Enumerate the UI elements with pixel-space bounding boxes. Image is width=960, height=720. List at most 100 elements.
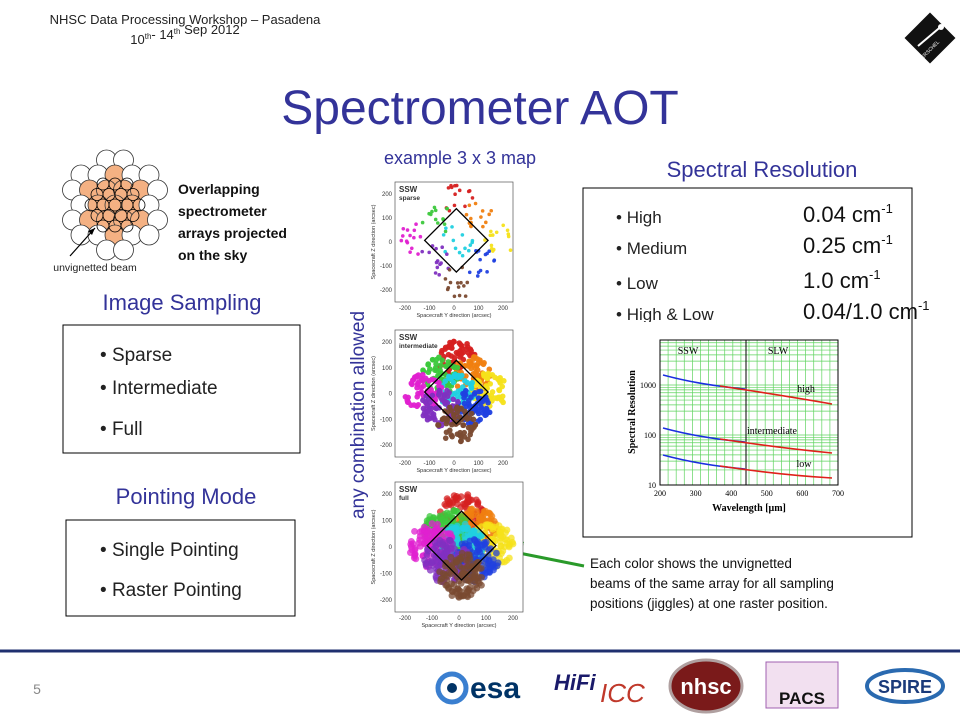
esa-swirl-core <box>447 683 457 693</box>
map-beam <box>424 416 431 423</box>
bullet-symbol: • <box>100 540 112 561</box>
esa-swirl <box>435 671 469 705</box>
resolution-item: • Medium <box>616 239 687 258</box>
map-beam <box>433 271 438 275</box>
map-beam <box>460 253 465 258</box>
map-beam <box>412 235 416 240</box>
resolution-value: 0.04 cm-1 <box>803 201 893 227</box>
map-beam <box>455 281 460 285</box>
map-beam <box>452 203 457 208</box>
map-beam <box>434 246 438 251</box>
map-beam <box>500 399 506 406</box>
logo-nhsc: nhsc <box>680 674 731 699</box>
map-beam <box>440 245 445 250</box>
bullet-text: Sparse <box>112 345 172 366</box>
map-beam <box>464 509 472 517</box>
map-beam <box>458 549 466 557</box>
map-x-tick: 100 <box>473 306 484 312</box>
pointing-item: • Single Pointing <box>100 540 239 561</box>
map-beam <box>503 556 511 564</box>
resolution-number: 0.04/1.0 cm <box>803 299 918 324</box>
map-beam <box>405 240 410 245</box>
map-beam <box>446 373 452 380</box>
beam-inner <box>120 177 134 191</box>
map-beam <box>442 222 447 226</box>
map-beam <box>472 581 480 589</box>
pointing-heading: Pointing Mode <box>116 484 257 509</box>
map-beam <box>454 392 461 399</box>
map-beam <box>450 225 454 229</box>
map-beam <box>427 399 433 406</box>
map-beam <box>467 565 475 573</box>
map-x-tick: 100 <box>481 616 492 622</box>
resolution-item: • High <box>616 208 662 227</box>
resolution-item: • High & Low <box>616 305 714 324</box>
event-date: 10th- 14th Sep 2012 <box>130 22 240 47</box>
beam-outer <box>138 224 160 246</box>
map-beam <box>497 529 505 537</box>
date-superscript: th <box>174 27 181 36</box>
spire-swirl <box>865 668 945 704</box>
map-beam <box>454 383 461 390</box>
map-beam <box>427 211 431 216</box>
map-beam <box>484 397 490 403</box>
event-title: NHSC Data Processing Workshop – Pasadena <box>50 12 321 27</box>
pointing-box <box>65 519 296 617</box>
spectral-heading: Spectral Resolution <box>667 157 858 182</box>
map-beam <box>496 387 503 394</box>
map-beam <box>441 233 446 237</box>
map-beam <box>429 392 436 399</box>
logo-icc: ICC <box>600 678 645 708</box>
map-y-tick: -200 <box>380 598 393 604</box>
map-beam <box>443 420 450 427</box>
map-beam <box>468 424 474 431</box>
map-x-tick: -200 <box>399 616 412 622</box>
map-beam <box>400 234 405 238</box>
logo-spire: SPIRE <box>878 677 932 697</box>
map-beam <box>468 394 474 401</box>
beam-outer <box>113 239 134 261</box>
map-beam <box>489 208 494 213</box>
bullet-symbol: • <box>616 239 627 258</box>
curve-slw <box>719 385 833 405</box>
resolution-value: 1.0 cm-1 <box>803 267 881 293</box>
map-beam <box>474 356 481 362</box>
page-number: 5 <box>33 681 41 697</box>
map-beam <box>467 431 473 438</box>
beam-inner <box>132 198 146 212</box>
map-beam <box>489 229 493 234</box>
map-beam <box>508 248 513 252</box>
map-beam <box>462 284 466 288</box>
spectral-list: • High 0.04 cm-1• Medium 0.25 cm-1• Low 1.0… <box>616 201 930 324</box>
beam-pointer-label: unvignetted beam <box>53 262 137 274</box>
date-superscript: th <box>145 32 152 41</box>
map-beam <box>411 527 418 535</box>
plot-x-tick: 400 <box>725 489 737 498</box>
map-beam <box>469 216 473 221</box>
map-x-tick: -100 <box>423 461 436 467</box>
map-beam <box>501 378 507 384</box>
map-beam <box>488 562 496 570</box>
map-beam <box>435 221 440 225</box>
map-beam <box>467 270 472 275</box>
map-beam <box>417 542 424 550</box>
map-beam <box>439 542 447 549</box>
map-beam <box>470 196 475 200</box>
date-part: Sep 2012 <box>180 22 239 37</box>
map-beam <box>427 559 435 567</box>
bullet-text: Single Pointing <box>112 540 239 561</box>
map-beam <box>471 537 479 544</box>
map-beam <box>458 350 465 356</box>
map-beam <box>505 228 510 233</box>
example-label: example 3 x 3 map <box>384 148 536 168</box>
map-beam <box>453 192 457 197</box>
map-y-label: Spacecraft Z direction (arcsec) <box>371 356 377 431</box>
map-beam <box>466 415 473 421</box>
map-beam <box>474 367 481 373</box>
raster-diamond <box>426 510 497 581</box>
resolution-name: Low <box>627 274 659 293</box>
map-beam <box>473 201 478 206</box>
map-beam <box>420 405 427 412</box>
herschel-logo <box>904 12 956 64</box>
plot-x-label: Wavelength [μm] <box>712 503 786 514</box>
